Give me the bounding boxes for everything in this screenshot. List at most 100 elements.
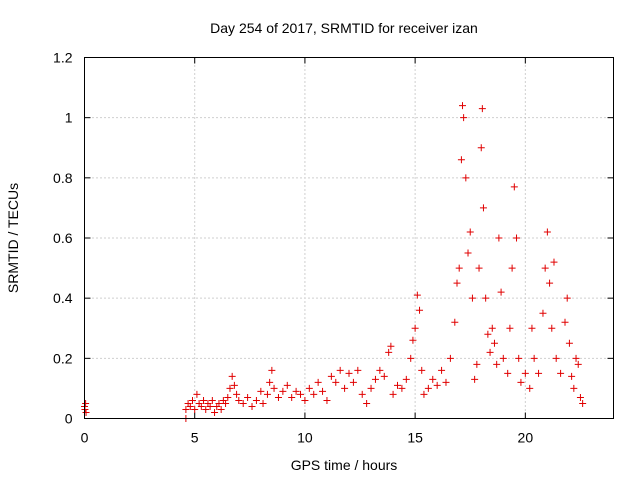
- data-point: [398, 384, 406, 392]
- x-tick-label: 10: [297, 430, 313, 446]
- data-point: [363, 399, 371, 407]
- data-point: [228, 372, 236, 380]
- y-tick-label: 0.4: [53, 290, 73, 306]
- data-point: [557, 369, 565, 377]
- data-point: [297, 390, 305, 398]
- data-point: [479, 204, 487, 212]
- data-point: [230, 381, 238, 389]
- data-point: [433, 381, 441, 389]
- data-point: [206, 402, 214, 410]
- data-point: [358, 390, 366, 398]
- data-point: [244, 393, 252, 401]
- data-point: [420, 390, 428, 398]
- data-point: [455, 264, 463, 272]
- data-point: [189, 396, 197, 404]
- data-point: [341, 384, 349, 392]
- data-point: [233, 390, 241, 398]
- data-point: [424, 384, 432, 392]
- data-point: [239, 399, 247, 407]
- data-point: [468, 294, 476, 302]
- data-point: [257, 387, 265, 395]
- data-point: [200, 396, 208, 404]
- data-point: [561, 318, 569, 326]
- chart-title: Day 254 of 2017, SRMTID for receiver iza…: [210, 20, 478, 36]
- data-point: [248, 402, 256, 410]
- data-point: [305, 384, 313, 392]
- data-point: [477, 144, 485, 152]
- data-point: [539, 309, 547, 317]
- x-tick-label: 0: [81, 430, 89, 446]
- data-point: [270, 384, 278, 392]
- data-point: [252, 396, 260, 404]
- data-point: [486, 348, 494, 356]
- data-point: [259, 399, 267, 407]
- data-point: [323, 396, 331, 404]
- data-point: [460, 114, 468, 122]
- data-point: [402, 375, 410, 383]
- data-point: [506, 324, 514, 332]
- data-point: [535, 369, 543, 377]
- data-point: [526, 384, 534, 392]
- data-point: [464, 249, 472, 257]
- data-point: [393, 381, 401, 389]
- data-point: [552, 354, 560, 362]
- data-point: [82, 399, 90, 407]
- data-point: [235, 396, 243, 404]
- data-point: [349, 378, 357, 386]
- data-point: [510, 183, 518, 191]
- data-point: [332, 378, 340, 386]
- data-point: [279, 387, 287, 395]
- data-point: [82, 408, 90, 416]
- y-axis-label: SRMTID / TECUs: [5, 183, 21, 293]
- data-point: [354, 366, 362, 374]
- data-point: [521, 369, 529, 377]
- data-point: [345, 369, 353, 377]
- data-point: [490, 339, 498, 347]
- data-point: [515, 354, 523, 362]
- data-point: [193, 390, 201, 398]
- data-point: [513, 234, 521, 242]
- data-point: [409, 336, 417, 344]
- data-point: [283, 381, 291, 389]
- data-point: [222, 399, 230, 407]
- data-point: [478, 105, 486, 113]
- data-point: [387, 342, 395, 350]
- data-point: [442, 378, 450, 386]
- data-point: [413, 291, 421, 299]
- data-point: [546, 279, 554, 287]
- data-point: [568, 372, 576, 380]
- data-point: [224, 393, 232, 401]
- data-point: [376, 366, 384, 374]
- data-point: [543, 228, 551, 236]
- data-point: [572, 354, 580, 362]
- data-point: [528, 324, 536, 332]
- data-point: [274, 393, 282, 401]
- data-point: [292, 387, 300, 395]
- x-axis-label: GPS time / hours: [291, 457, 398, 473]
- y-tick-label: 0: [65, 411, 73, 427]
- data-point: [385, 348, 393, 356]
- data-point: [389, 390, 397, 398]
- data-point: [548, 324, 556, 332]
- data-point: [451, 318, 459, 326]
- data-point: [453, 279, 461, 287]
- data-point: [488, 324, 496, 332]
- data-point: [301, 396, 309, 404]
- data-point: [268, 366, 276, 374]
- data-point: [504, 369, 512, 377]
- data-point: [208, 396, 216, 404]
- data-point: [336, 366, 344, 374]
- y-tick-label: 0.8: [53, 170, 73, 186]
- data-point: [314, 378, 322, 386]
- x-tick-label: 15: [407, 430, 423, 446]
- y-tick-label: 0.2: [53, 350, 73, 366]
- data-point: [202, 405, 210, 413]
- data-point: [191, 405, 199, 413]
- axis-ticks: [84, 57, 614, 419]
- plot-frame: [84, 57, 614, 419]
- data-point: [418, 366, 426, 374]
- data-point: [411, 324, 419, 332]
- data-point: [530, 354, 538, 362]
- y-tick-label: 1.2: [53, 50, 73, 66]
